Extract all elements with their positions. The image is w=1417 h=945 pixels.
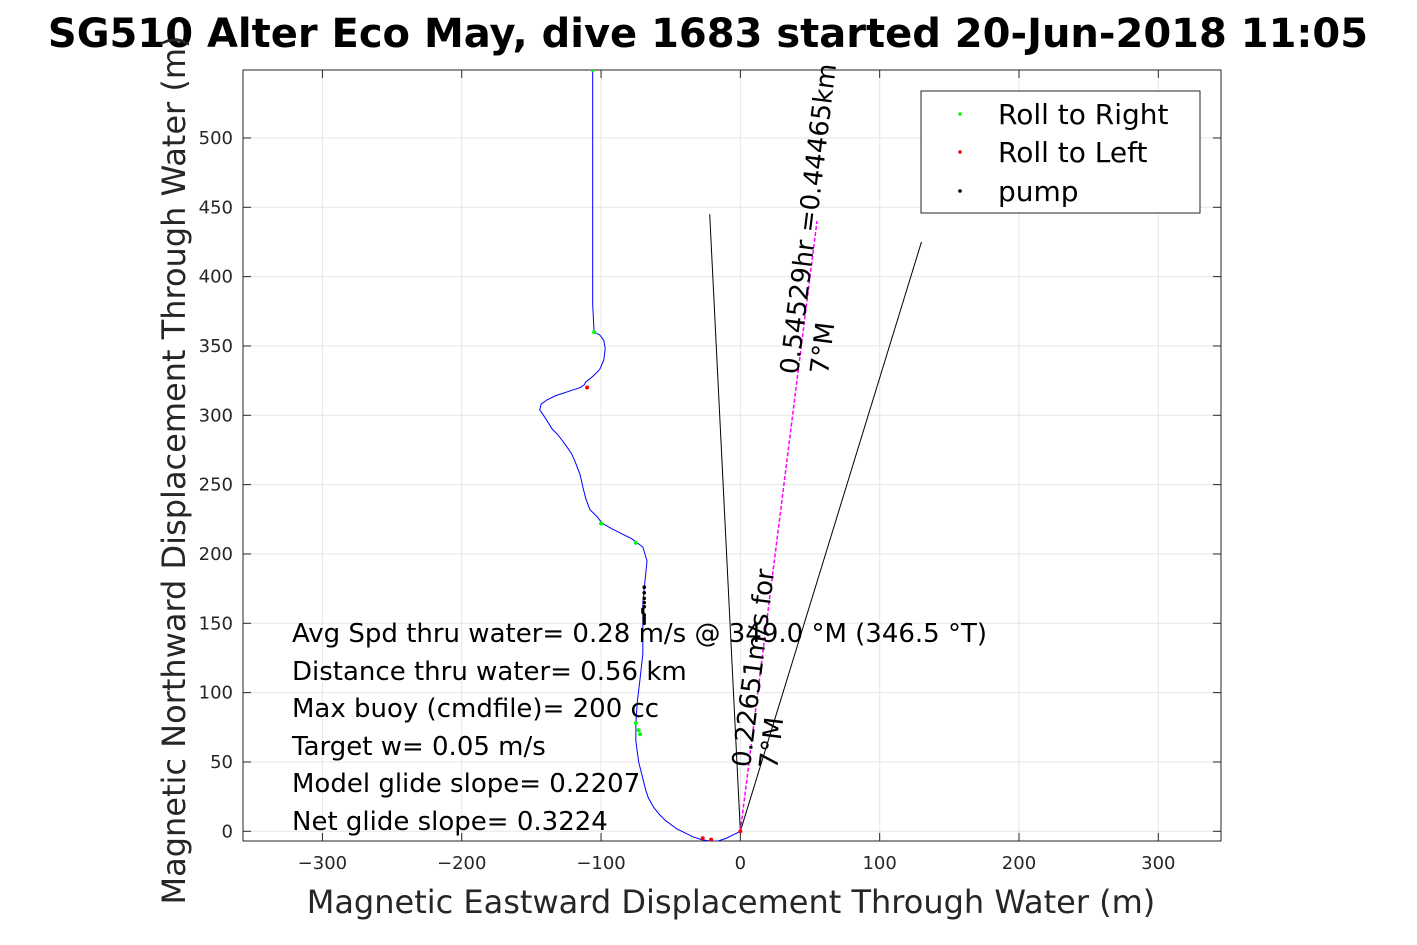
legend-label-pump: pump: [998, 175, 1079, 208]
pump-point: [642, 585, 647, 590]
pump-point: [642, 596, 647, 601]
grid-lines: [243, 70, 1221, 841]
guide-line: [739, 241, 922, 832]
glider-direction-label: 7°M: [754, 716, 790, 771]
legend-marker-roll-left: [958, 150, 962, 154]
roll-right-point: [590, 70, 595, 72]
legend-label-roll-left: Roll to Left: [998, 136, 1147, 169]
legend-box: [920, 90, 1201, 214]
y-tick-label: 350: [199, 336, 233, 357]
roll-right-point: [592, 330, 597, 335]
roll-left-point: [700, 836, 705, 841]
track-line: [539, 70, 741, 841]
annotation-net-glide: Net glide slope= 0.3224: [292, 807, 608, 837]
y-tick-label: 100: [199, 683, 233, 704]
current-vector-line: [739, 221, 818, 832]
x-tick-label: 0: [735, 853, 746, 874]
y-axis-label: Magnetic Northward Displacement Through …: [155, 35, 193, 904]
x-axis-label: Magnetic Eastward Displacement Through W…: [307, 883, 1156, 921]
y-tick-label: 500: [199, 128, 233, 149]
y-tick-label: 50: [210, 752, 233, 773]
x-tick-labels: −300 −200 −100 0 100 200 300: [298, 853, 1176, 874]
pump-point: [642, 600, 647, 605]
roll-left-point: [738, 829, 743, 834]
annotation-avg-speed: Avg Spd thru water= 0.28 m/s @ 349.0 °M …: [292, 619, 987, 649]
legend: Roll to Right Roll to Left pump: [920, 90, 1201, 214]
guide-lines: [709, 214, 922, 832]
y-tick-label: 250: [199, 475, 233, 496]
series-lines: [539, 70, 818, 841]
annotation-target-w: Target w= 0.05 m/s: [291, 732, 546, 762]
current-direction-label: 7°M: [805, 321, 841, 376]
roll-right-point: [633, 721, 638, 726]
plot-frame: [242, 69, 1222, 842]
y-tick-labels: 0 50 100 150 200 250 300 350 400 450 500: [199, 128, 233, 842]
y-tick-label: 400: [199, 267, 233, 288]
pump-point: [641, 610, 645, 614]
x-tick-label: −300: [298, 853, 347, 874]
roll-left-point: [585, 385, 590, 390]
legend-marker-pump: [958, 189, 962, 193]
roll-right-point: [599, 521, 604, 526]
pump-point: [642, 615, 647, 620]
legend-marker-roll-right: [958, 112, 962, 116]
roll-right-point: [633, 540, 638, 545]
roll-right-point: [638, 732, 643, 737]
y-tick-label: 200: [199, 544, 233, 565]
legend-label-roll-right: Roll to Right: [998, 98, 1169, 131]
pump-point: [642, 613, 647, 617]
pump-point: [642, 590, 647, 595]
stats-annotations: Avg Spd thru water= 0.28 m/s @ 349.0 °M …: [291, 619, 987, 837]
guide-line: [709, 214, 741, 832]
pump-point: [641, 607, 645, 612]
annotation-model-glide: Model glide slope= 0.2207: [292, 769, 640, 799]
y-tick-label: 300: [199, 405, 233, 426]
y-tick-label: 0: [222, 821, 233, 842]
x-tick-label: −100: [576, 853, 625, 874]
annotation-max-buoy: Max buoy (cmdfile)= 200 cc: [292, 694, 659, 724]
marker-points: [585, 70, 743, 841]
pump-point: [642, 621, 647, 626]
x-tick-label: 100: [862, 853, 896, 874]
pump-point: [642, 604, 647, 609]
y-tick-label: 150: [199, 613, 233, 634]
chart-title: SG510 Alter Eco May, dive 1683 started 2…: [48, 11, 1368, 57]
roll-right-point: [636, 728, 641, 733]
x-tick-label: 300: [1141, 853, 1175, 874]
x-tick-label: 200: [1002, 853, 1036, 874]
roll-left-point: [709, 837, 714, 841]
tick-marks: [243, 70, 1221, 841]
pump-point: [642, 618, 647, 623]
y-tick-label: 450: [199, 197, 233, 218]
x-tick-label: −200: [437, 853, 486, 874]
annotation-distance: Distance thru water= 0.56 km: [292, 657, 687, 687]
